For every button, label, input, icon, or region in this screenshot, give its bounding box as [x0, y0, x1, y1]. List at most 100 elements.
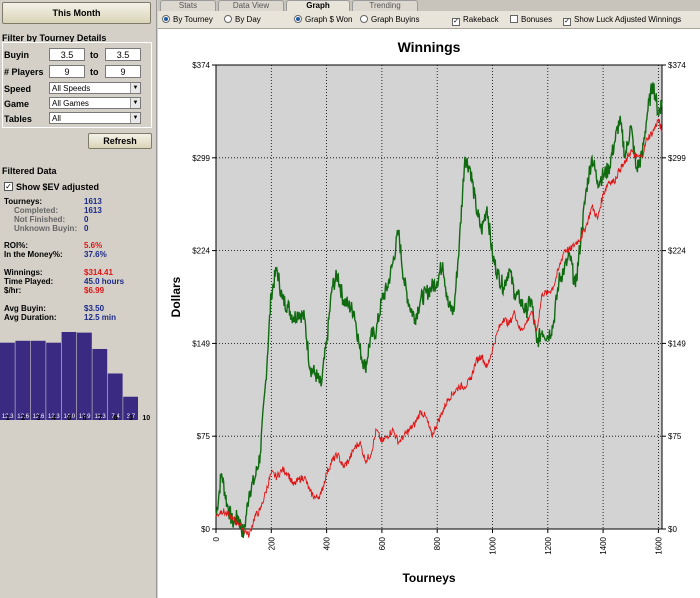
itm-value: 37.6% — [84, 250, 107, 259]
winnings-value: $314.41 — [84, 268, 113, 277]
x-axis-title: Tourneys — [402, 571, 455, 585]
radio-icon — [294, 15, 302, 23]
buyin-to-label: to — [90, 50, 99, 60]
histogram-bar — [107, 373, 123, 420]
graph-won-option[interactable]: Graph $ Won — [294, 14, 352, 25]
chevron-down-icon: ▼ — [130, 98, 140, 108]
by-day-option[interactable]: By Day — [224, 14, 261, 25]
players-from-input[interactable]: 9 — [49, 65, 85, 78]
graph-panel: Winnings Tourneys Dollars $0 $0 $75 $75 $149… — [158, 29, 700, 598]
tourneys-label: Tourneys: — [4, 197, 43, 206]
tab-stats[interactable]: Stats — [160, 0, 216, 11]
luck-adjusted-option[interactable]: ✓ Show Luck Adjusted Winnings — [563, 14, 681, 26]
avg-buyin-value: $3.50 — [84, 304, 105, 313]
players-to-input[interactable]: 9 — [105, 65, 141, 78]
checkbox-checked-icon: ✓ — [452, 18, 460, 26]
show-ev-checkbox[interactable]: ✓ — [4, 182, 13, 191]
time-played-label: Time Played: — [4, 277, 54, 286]
itm-label: In the Money%: — [4, 250, 63, 259]
winnings-luck-adjusted-line — [215, 82, 663, 539]
histogram-value-label: 13.9 — [79, 414, 91, 420]
histogram-value-label: 12.6 — [17, 414, 29, 420]
per-hour-label: $/hr: — [4, 286, 22, 295]
speed-select[interactable]: All Speeds ▼ — [49, 82, 141, 94]
chevron-down-icon: ▼ — [130, 83, 140, 93]
x-tick-label: 600 — [378, 536, 387, 550]
avg-buyin-label: Avg Buyin: — [4, 304, 46, 313]
y-tick-label-right: $374 — [668, 61, 686, 70]
per-hour-value: $6.99 — [84, 286, 105, 295]
histogram-place-label: 8 — [114, 415, 118, 421]
avg-duration-value: 12.5 min — [84, 313, 117, 322]
graph-options-bar: By Tourney By Day Graph $ Won Graph Buyi… — [158, 11, 700, 29]
tab-trending[interactable]: Trending — [352, 0, 418, 11]
checkbox-checked-icon: ✓ — [563, 18, 571, 26]
histogram-bar — [0, 342, 15, 420]
histogram-place-label: 7 — [98, 415, 102, 421]
speed-label: Speed — [4, 84, 32, 94]
tab-data-view[interactable]: Data View — [218, 0, 284, 11]
plot-area — [215, 64, 663, 530]
tables-value: All — [52, 114, 61, 123]
histogram-svg: 12.3 12.6 12.6 12.3 14.0 13.9 11.3 7.4 3.7 — [0, 332, 138, 420]
y-tick-label-right: $0 — [668, 525, 677, 534]
radio-icon — [360, 15, 368, 23]
chevron-down-icon: ▼ — [130, 113, 140, 123]
histogram-bar — [61, 332, 77, 420]
buyin-from-input[interactable]: 3.5 — [49, 48, 85, 61]
y-tick-label-left: $149 — [192, 339, 210, 348]
grid-lines — [212, 64, 666, 533]
game-value: All Games — [52, 99, 89, 108]
refresh-button[interactable]: Refresh — [88, 133, 152, 149]
x-tick-label: 1200 — [544, 536, 553, 554]
y-tick-label-right: $299 — [668, 154, 686, 163]
x-tick-label: 200 — [267, 536, 276, 550]
y-tick-label-left: $374 — [192, 61, 210, 70]
y-tick-label-left: $75 — [197, 432, 211, 441]
this-month-button[interactable]: This Month — [2, 2, 151, 24]
radio-icon — [162, 15, 170, 23]
checkbox-icon — [510, 15, 518, 23]
not-finished-value: 0 — [84, 215, 89, 224]
buyin-label: Buyin — [4, 50, 30, 60]
histogram-bar — [30, 340, 46, 420]
bonuses-option[interactable]: Bonuses — [510, 14, 552, 25]
histogram-bar — [46, 342, 61, 420]
time-played-value: 45.0 hours — [84, 277, 125, 286]
histogram-bar — [15, 340, 31, 420]
tables-label: Tables — [4, 114, 32, 124]
rakeback-option[interactable]: ✓ Rakeback — [452, 14, 499, 26]
tables-select[interactable]: All ▼ — [49, 112, 141, 124]
histogram-bar — [123, 396, 138, 420]
tab-graph[interactable]: Graph — [286, 0, 350, 11]
game-select[interactable]: All Games ▼ — [49, 97, 141, 109]
histogram-place-labels: 1 2 3 4 5 6 7 8 9 10 — [6, 415, 151, 421]
y-tick-label-left: $299 — [192, 154, 210, 163]
players-to-label: to — [90, 67, 99, 77]
y-tick-labels: $0 $0 $75 $75 $149 $149 $224 $224 $299 $299 $374 $3… — [192, 61, 686, 534]
histogram-value-label: 14.0 — [63, 414, 75, 420]
by-tourney-option[interactable]: By Tourney — [162, 14, 213, 25]
roi-value: 5.6% — [84, 241, 103, 250]
winnings-line — [215, 118, 663, 538]
x-tick-label: 0 — [212, 536, 221, 541]
histogram-value-label: 11.3 — [94, 414, 106, 420]
y-tick-label-left: $0 — [201, 525, 210, 534]
histogram-place-label: 1 — [6, 415, 10, 421]
chart-title: Winnings — [398, 39, 461, 55]
buyin-to-input[interactable]: 3.5 — [105, 48, 141, 61]
by-day-label: By Day — [235, 15, 261, 24]
series-lines — [215, 82, 663, 539]
y-tick-label-right: $224 — [668, 247, 686, 256]
tourneys-value: 1613 — [84, 197, 102, 206]
rakeback-label: Rakeback — [463, 15, 499, 24]
y-tick-label-right: $75 — [668, 432, 682, 441]
finish-histogram: 12.3 12.6 12.6 12.3 14.0 13.9 11.3 7.4 3.7 — [0, 325, 155, 420]
filtered-title: Filtered Data — [2, 166, 57, 176]
graph-buyins-option[interactable]: Graph Buyins — [360, 14, 419, 25]
by-tourney-label: By Tourney — [173, 15, 213, 24]
x-tick-label: 1400 — [599, 536, 608, 554]
unknown-buyin-label: Unknown Buyin: — [14, 224, 78, 233]
unknown-buyin-value: 0 — [84, 224, 89, 233]
